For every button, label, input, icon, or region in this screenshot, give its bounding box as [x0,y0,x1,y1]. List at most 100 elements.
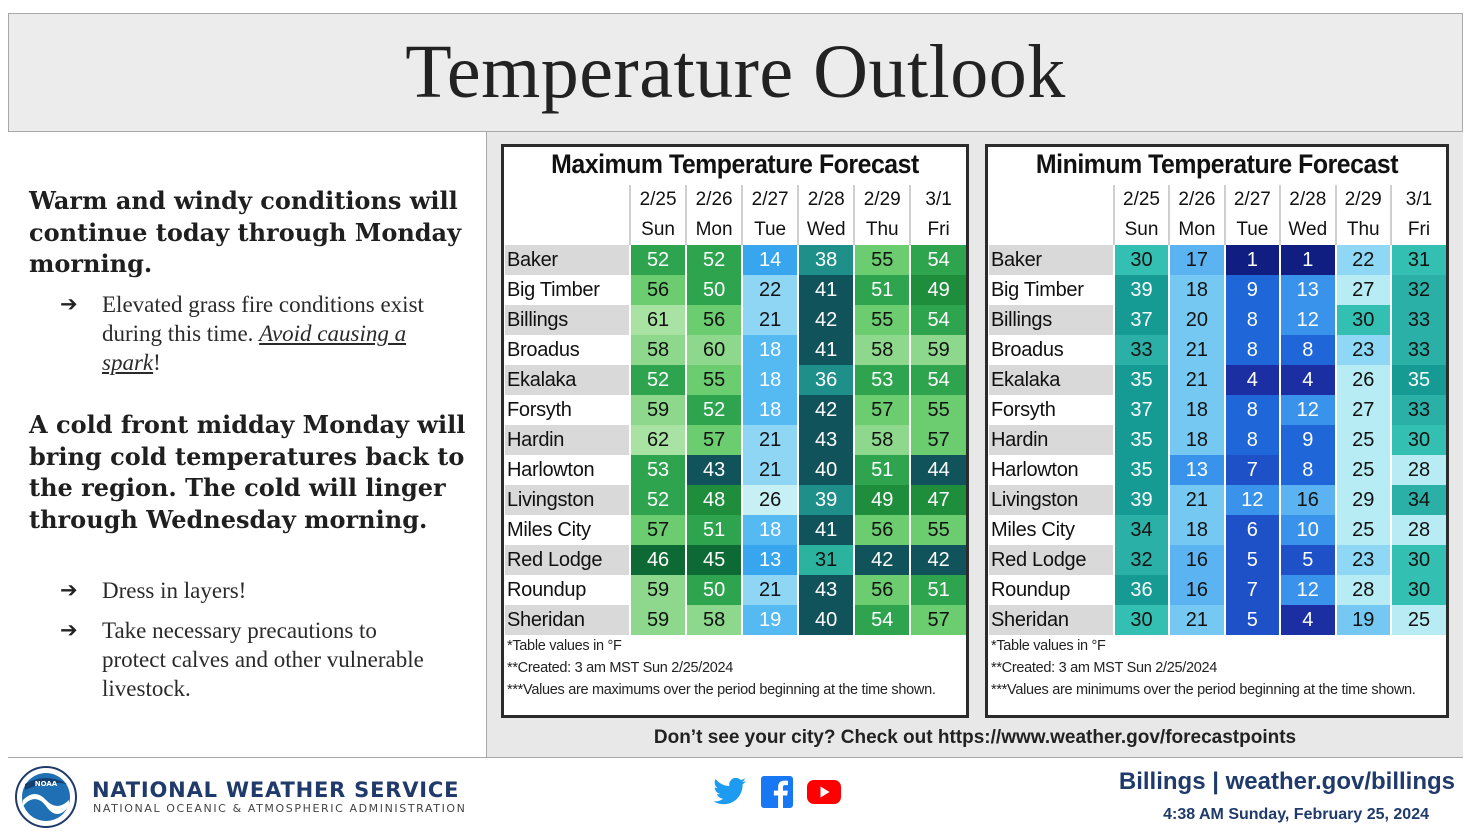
day-header: Fri [1389,215,1446,245]
temp-cell: 52 [685,395,743,425]
temp-cell: 6 [1223,515,1281,545]
bullet-text: Elevated grass fire conditions exist dur… [102,292,424,375]
date-header-row: 2/25 2/26 2/27 2/28 2/29 3/1 [989,185,1446,215]
table-row: Sheridan 30 21 5 4 19 25 [989,605,1446,635]
table-row: Livingston 39 21 12 16 29 34 [989,485,1446,515]
table-note: ***Values are minimums over the period b… [991,682,1416,698]
date-header: 2/29 [853,185,911,215]
day-header: Sun [629,215,687,245]
temp-cell: 53 [629,455,687,485]
bullet-text: Dress in layers! [102,578,247,603]
temp-cell: 18 [741,335,799,365]
temp-cell: 5 [1223,545,1281,575]
temp-cell: 43 [685,455,743,485]
temp-cell: 18 [1168,425,1225,455]
temp-cell: 51 [909,575,966,605]
twitter-icon[interactable] [713,777,747,807]
table-row: Roundup 59 50 21 43 56 51 [505,575,966,605]
temp-cell: 30 [1112,605,1170,635]
table-row: Hardin 35 18 8 9 25 30 [989,425,1446,455]
youtube-icon[interactable] [807,779,841,805]
temp-cell: 52 [629,365,687,395]
city-name: Livingston [989,485,1114,515]
temp-cell: 45 [685,545,743,575]
temp-cell: 14 [741,245,799,275]
temp-cell: 26 [1334,365,1391,395]
header-corner [505,185,630,215]
city-name: Billings [989,305,1114,335]
temp-cell: 28 [1389,515,1446,545]
temp-cell: 33 [1389,305,1446,335]
date-header: 2/25 [1112,185,1170,215]
table-row: Miles City 34 18 6 10 25 28 [989,515,1446,545]
table-row: Baker 30 17 1 1 22 31 [989,245,1446,275]
temp-cell: 37 [1112,395,1170,425]
page-title: Temperature Outlook [405,30,1066,114]
temp-cell: 30 [1389,425,1446,455]
temp-cell: 59 [629,605,687,635]
temp-cell: 56 [629,275,687,305]
temp-cell: 31 [1389,245,1446,275]
arrow-bullet-icon: ➔ [60,578,78,602]
temp-cell: 34 [1389,485,1446,515]
footer: NOAA NATIONAL WEATHER SERVICE NATIONAL O… [8,757,1463,835]
min-temp-table-box: Minimum Temperature Forecast 2/25 2/26 2/2… [985,144,1449,718]
temp-cell: 18 [741,515,799,545]
temp-cell: 12 [1279,575,1336,605]
social-links [713,776,841,808]
temp-cell: 28 [1389,455,1446,485]
city-name: Billings [505,305,631,335]
office-link[interactable]: Billings | weather.gov/billings [1118,768,1455,795]
day-header: Thu [1334,215,1391,245]
city-name: Baker [989,245,1114,275]
temp-cell: 21 [741,455,799,485]
day-header: Mon [1168,215,1225,245]
temp-cell: 43 [797,575,855,605]
forecast-panel: Maximum Temperature Forecast 2/25 2/26 2/2… [486,132,1463,757]
city-name: Ekalaka [505,365,631,395]
noaa-logo-text: NOAA [35,780,58,788]
temp-cell: 42 [797,305,855,335]
summary-panel: Warm and windy conditions will continue … [8,132,486,757]
table-row: Broadus 33 21 8 8 23 33 [989,335,1446,365]
date-header: 2/26 [685,185,743,215]
table-row: Broadus 58 60 18 41 58 59 [505,335,966,365]
temp-cell: 50 [685,575,743,605]
temp-cell: 56 [853,515,911,545]
temp-cell: 21 [1168,485,1225,515]
temp-cell: 35 [1389,365,1446,395]
temp-cell: 12 [1223,485,1281,515]
temp-cell: 21 [741,305,799,335]
table-row: Big Timber 39 18 9 13 27 32 [989,275,1446,305]
temp-cell: 47 [909,485,966,515]
date-header: 2/28 [1279,185,1336,215]
table-row: Harlowton 53 43 21 40 51 44 [505,455,966,485]
temp-cell: 8 [1279,455,1336,485]
temp-cell: 21 [741,425,799,455]
temp-cell: 42 [909,545,966,575]
temp-cell: 52 [685,245,743,275]
table-note: **Created: 3 am MST Sun 2/25/2024 [507,660,734,676]
bullet-dress-layers: ➔ Dress in layers! [60,576,442,605]
temp-cell: 32 [1389,275,1446,305]
facebook-icon[interactable] [761,776,793,808]
temp-cell: 21 [1168,365,1225,395]
twitter-bird-shape [713,777,746,805]
temp-cell: 35 [1112,365,1170,395]
city-name: Sheridan [505,605,631,635]
forecast-points-link[interactable]: Don’t see your city? Check out https://w… [653,727,1297,748]
temp-cell: 18 [1168,395,1225,425]
date-header: 2/27 [741,185,799,215]
table-row: Miles City 57 51 18 41 56 55 [505,515,966,545]
table-note: *Table values in °F [507,638,622,654]
temp-cell: 57 [685,425,743,455]
temp-cell: 25 [1334,515,1391,545]
temp-cell: 8 [1223,425,1281,455]
temp-cell: 19 [1334,605,1391,635]
bullet-text: Take necessary precautions to protect ca… [102,618,424,701]
temp-cell: 30 [1112,245,1170,275]
temp-cell: 16 [1168,575,1225,605]
city-name: Miles City [505,515,631,545]
temp-cell: 57 [853,395,911,425]
temp-cell: 9 [1223,275,1281,305]
